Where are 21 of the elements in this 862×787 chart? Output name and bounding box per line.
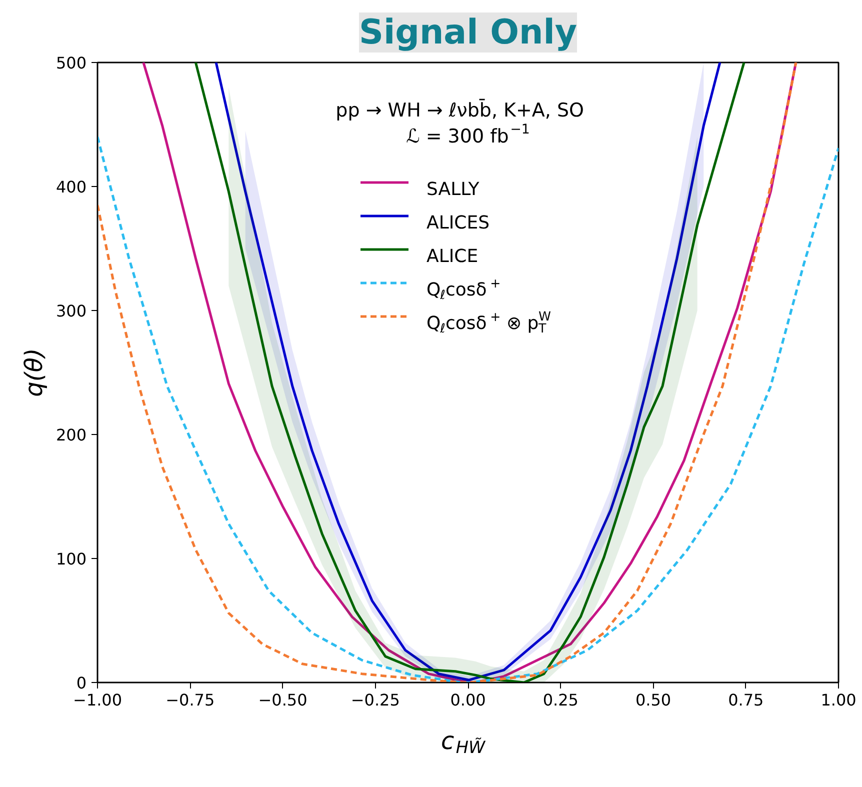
chart-title: Signal Only	[358, 12, 578, 52]
x-tick-label: −1.00	[72, 690, 122, 710]
x-tick-label: 0.50	[635, 690, 672, 710]
x-tick-label: −0.25	[350, 690, 400, 710]
y-tick-label: 200	[56, 426, 87, 444]
annotation: pp → WH → ℓνbb̄, K+A, SO	[336, 98, 584, 122]
legend-label: SALLY	[426, 179, 480, 200]
y-tick-label: 500	[56, 54, 87, 72]
y-axis-title: q(θ)	[20, 348, 48, 397]
x-tick-label: 1.00	[820, 690, 856, 710]
y-tick-label: 400	[56, 178, 87, 196]
y-tick-label: 300	[56, 302, 87, 320]
legend-label: ALICE	[426, 246, 478, 267]
legend-label: ALICES	[426, 212, 490, 234]
x-tick-label: −0.75	[166, 690, 215, 710]
x-tick-label: 0.00	[450, 690, 486, 710]
y-tick-label: 0	[76, 674, 87, 692]
x-tick-label: 0.75	[728, 690, 764, 710]
x-tick-label: −0.50	[258, 690, 308, 710]
x-tick-label: 0.25	[542, 690, 578, 710]
y-tick-label: 100	[56, 550, 87, 568]
